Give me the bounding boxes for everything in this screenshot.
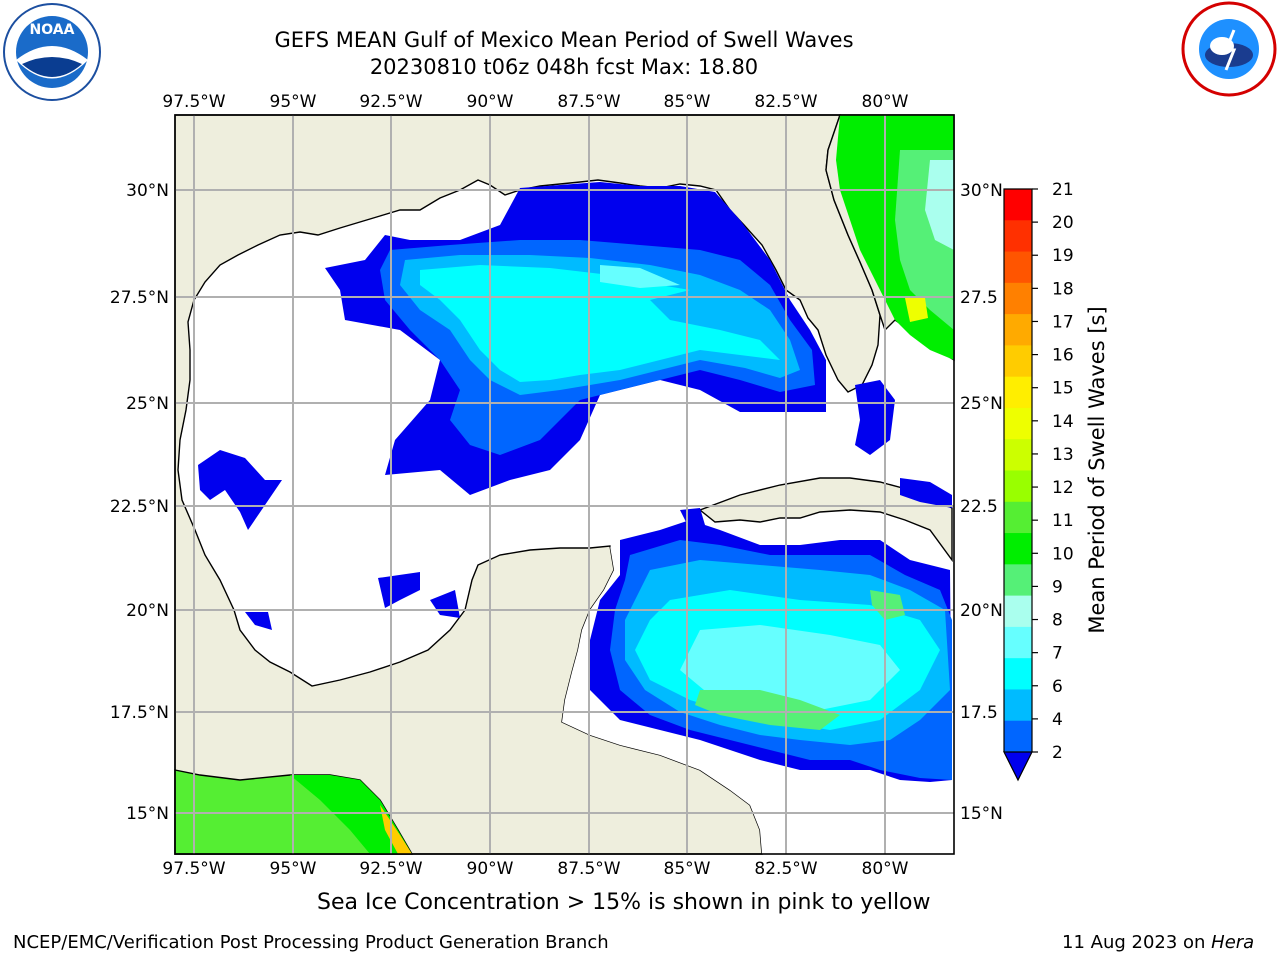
lon-tick-label-top: 85°W (664, 92, 711, 112)
colorbar-tick-label: 16 (1052, 346, 1074, 366)
swell-contours (198, 115, 954, 854)
colorbar-tick-label: 8 (1052, 611, 1063, 631)
colorbar-tick-label: 13 (1052, 445, 1074, 465)
colorbar-tick-label: 14 (1052, 412, 1074, 432)
lon-tick-label-bottom: 87.5°W (557, 859, 620, 879)
lon-tick-label-top: 82.5°W (754, 92, 817, 112)
map-subtitle: 20230810 t06z 048h fcst Max: 18.80 (369, 55, 759, 79)
lon-tick-label-top: 95°W (270, 92, 317, 112)
lat-tick-label-left: 27.5°N (110, 288, 169, 308)
colorbar-swatch (1004, 689, 1032, 722)
colorbar-swatch (1004, 220, 1032, 253)
footer-right: 11 Aug 2023 on Hera (1062, 932, 1254, 953)
lon-tick-label-bottom: 82.5°W (754, 859, 817, 879)
colorbar-tick-label: 15 (1052, 379, 1074, 399)
colorbar-swatch (1004, 345, 1032, 378)
lat-tick-label-left: 17.5°N (110, 703, 169, 723)
colorbar-tick-label: 7 (1052, 644, 1063, 664)
colorbar-tick-label: 19 (1052, 246, 1074, 266)
nws-logo (1181, 1, 1277, 97)
lat-tick-label-left: 20°N (126, 601, 169, 621)
colorbar-swatch (1004, 626, 1032, 659)
lon-tick-label-bottom: 92.5°W (359, 859, 422, 879)
lon-tick-label-top: 92.5°W (359, 92, 422, 112)
colorbar-swatch (1004, 595, 1032, 628)
lon-tick-label-top: 97.5°W (162, 92, 225, 112)
map-frame (174, 114, 955, 855)
colorbar-swatch (1004, 720, 1032, 753)
colorbar-swatch (1004, 658, 1032, 690)
lon-tick-label-top: 80°W (862, 92, 909, 112)
colorbar-tick-label: 11 (1052, 511, 1074, 531)
colorbar-swatch (1004, 282, 1032, 315)
lat-tick-label-right: 22.5 (960, 497, 998, 517)
map-title: GEFS MEAN Gulf of Mexico Mean Period of … (274, 28, 854, 52)
graticule (175, 115, 954, 854)
colorbar-tick-label: 17 (1052, 312, 1074, 332)
colorbar-swatch (1004, 189, 1032, 221)
colorbar-extend-triangle (1003, 751, 1033, 782)
colorbar-tick-label: 2 (1052, 743, 1063, 763)
colorbar-tick-label: 20 (1052, 213, 1074, 233)
footer-date: 11 Aug 2023 on (1062, 932, 1212, 953)
lat-tick-label-right: 17.5 (960, 703, 998, 723)
lat-tick-label-right: 30°N (960, 181, 1003, 201)
colorbar-swatch (1004, 501, 1032, 534)
noaa-logo: NOAA (3, 3, 101, 101)
colorbar-swatch (1004, 564, 1032, 597)
colorbar-swatch (1004, 407, 1032, 440)
lat-tick-label-left: 30°N (126, 181, 169, 201)
lon-tick-label-bottom: 85°W (664, 859, 711, 879)
sea-ice-caption: Sea Ice Concentration > 15% is shown in … (317, 890, 931, 915)
colorbar-swatch (1004, 251, 1032, 284)
colorbar-swatch (1004, 314, 1032, 346)
lon-tick-label-top: 90°W (467, 92, 514, 112)
colorbar-label: Mean Period of Swell Waves [s] (1085, 306, 1109, 634)
lon-tick-label-top: 87.5°W (557, 92, 620, 112)
colorbar-frame (1003, 188, 1033, 752)
lon-tick-label-bottom: 80°W (862, 859, 909, 879)
colorbar-swatch (1004, 439, 1032, 471)
lat-tick-label-left: 25°N (126, 394, 169, 414)
colorbar-tick-label: 10 (1052, 544, 1074, 564)
colorbar: 21 20 19 18 17 16 15 14 13 12 11 10 9 8 7 6 4 2 (1003, 180, 1074, 782)
lat-tick-label-right: 20°N (960, 601, 1003, 621)
lat-tick-label-right: 15°N (960, 804, 1003, 824)
tick-labels: 97.5°W 97.5°W 95°W 95°W 92.5°W 92.5°W 90°W 90°W… (110, 92, 1003, 879)
colorbar-tick-label: 18 (1052, 279, 1074, 299)
lat-tick-label-left: 22.5°N (110, 497, 169, 517)
colorbar-tick-label: 12 (1052, 478, 1074, 498)
lat-tick-label-right: 25°N (960, 394, 1003, 414)
footer-host: Hera (1211, 932, 1255, 953)
lat-tick-label-right: 27.5 (960, 288, 998, 308)
colorbar-tick-label: 4 (1052, 710, 1063, 730)
colorbar-tick-label: 9 (1052, 577, 1063, 597)
colorbar-tick-label: 6 (1052, 677, 1063, 697)
lon-tick-label-bottom: 95°W (270, 859, 317, 879)
lat-tick-label-left: 15°N (126, 804, 169, 824)
colorbar-swatch (1004, 470, 1032, 503)
footer-left: NCEP/EMC/Verification Post Processing Pr… (13, 932, 609, 953)
noaa-logo-text: NOAA (30, 22, 75, 38)
lon-tick-label-bottom: 90°W (467, 859, 514, 879)
colorbar-swatch (1004, 376, 1032, 409)
colorbar-tick-label: 21 (1052, 180, 1074, 200)
lon-tick-label-bottom: 97.5°W (162, 859, 225, 879)
colorbar-swatch (1004, 533, 1032, 565)
